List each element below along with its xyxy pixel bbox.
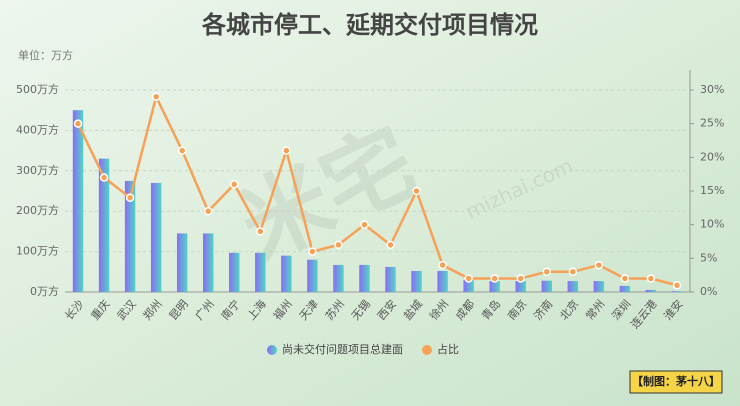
bar (176, 233, 188, 292)
y-tick-label: 200万方 (16, 203, 59, 217)
line-point (386, 240, 395, 250)
line-point (282, 146, 291, 155)
line-point (542, 267, 552, 277)
line-point (646, 274, 656, 283)
line-point (568, 267, 578, 277)
line-point (230, 180, 239, 189)
line-point (73, 119, 83, 128)
bar (619, 285, 631, 292)
bar (150, 182, 162, 292)
y-tick-label: 300万方 (16, 163, 59, 177)
y2-tick-label: 15% (700, 184, 724, 197)
unit-label: 单位：万方 (18, 48, 73, 62)
bar (411, 270, 422, 292)
bar (98, 158, 110, 292)
bar (255, 252, 266, 292)
credit-box (629, 370, 723, 394)
legend-marker (267, 345, 277, 355)
line-point (125, 193, 135, 202)
line-point (490, 274, 499, 283)
bar (515, 281, 526, 292)
line-point (620, 274, 630, 283)
line (76, 93, 678, 287)
line-point (177, 146, 187, 155)
line-point (464, 274, 473, 283)
y2-tick-label: 0% (700, 285, 717, 298)
legend-label: 尚未交付问题项目总建面 (282, 342, 403, 356)
y2-tick-label: 30% (700, 83, 724, 96)
line-point (672, 281, 682, 290)
y-tick-label: 400万方 (16, 122, 59, 136)
line-point (412, 186, 421, 196)
bar (385, 266, 396, 292)
line-point (151, 92, 161, 101)
legend-marker (422, 345, 432, 355)
bar (124, 180, 136, 292)
y2-tick-label: 20% (700, 150, 724, 163)
y-tick-label: 0万方 (30, 284, 59, 298)
line-point (256, 227, 265, 236)
y-tick-label: 500万方 (16, 82, 59, 96)
bar (593, 281, 605, 292)
bar (307, 259, 318, 292)
line-point (360, 220, 369, 229)
legend-label: 占比 (437, 342, 459, 356)
bar (671, 291, 683, 292)
bar (645, 289, 657, 292)
line-point (516, 274, 525, 283)
bar (333, 264, 344, 292)
y2-tick-label: 25% (700, 117, 724, 130)
bar (567, 281, 579, 292)
bar (463, 279, 474, 292)
line-point (203, 206, 213, 216)
line-point (99, 173, 109, 182)
bar (359, 264, 370, 292)
line-point (594, 260, 604, 270)
bar (229, 252, 240, 292)
bar (281, 255, 292, 292)
chart-title: 各城市停工、延期交付项目情况 (201, 11, 538, 39)
line-point (334, 240, 343, 250)
y2-tick-label: 5% (700, 251, 717, 264)
bar (203, 233, 214, 292)
y-tick-label: 100万方 (16, 244, 59, 258)
bar (72, 110, 84, 292)
line-point (438, 260, 447, 270)
bar (489, 281, 500, 292)
bar (437, 270, 448, 292)
y2-tick-label: 10% (700, 218, 724, 231)
bar (541, 280, 552, 292)
credit: 【制图：茅十八】 (632, 374, 720, 388)
line-point (308, 247, 317, 256)
